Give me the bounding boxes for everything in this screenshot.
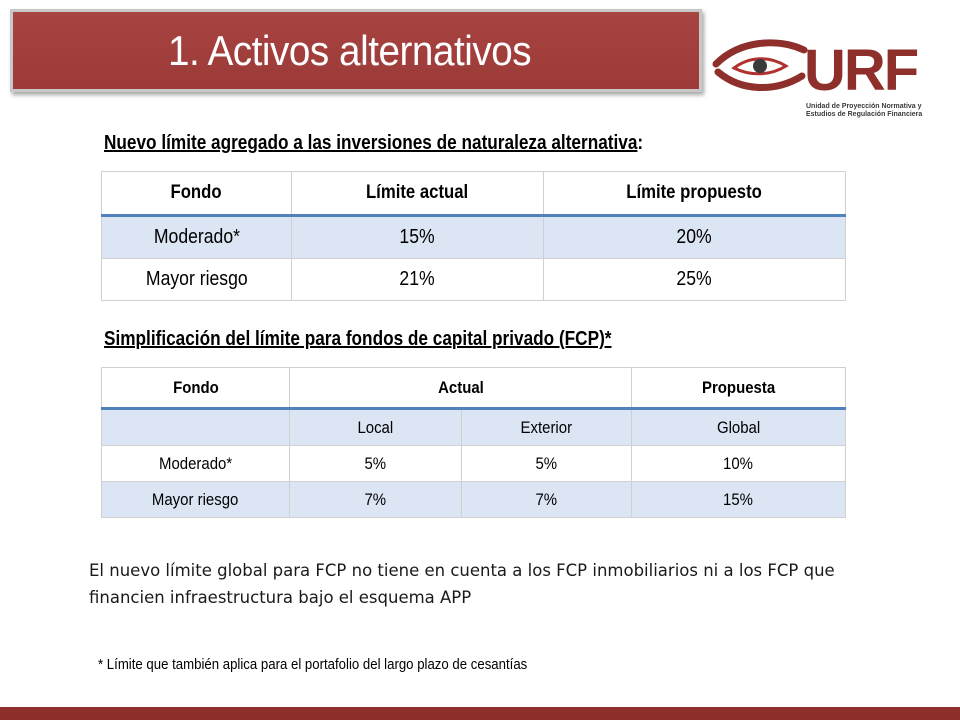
table-cell: 25% xyxy=(543,258,846,301)
table-row: Mayor riesgo 7% 7% 15% xyxy=(101,481,846,518)
heading-aggregate-limit: Nuevo límite agregado a las inversiones … xyxy=(104,132,643,155)
table-cell: Mayor riesgo xyxy=(101,481,290,518)
urf-logo-icon: URF xyxy=(712,38,920,103)
table-cell: 15% xyxy=(291,215,544,259)
aggregate-limit-table: Fondo Límite actual Límite propuesto Mod… xyxy=(101,171,846,301)
column-header: Actual xyxy=(289,367,632,410)
table-cell: Moderado* xyxy=(101,445,290,482)
note-text: El nuevo límite global para FCP no tiene… xyxy=(89,561,835,607)
heading-aggregate-limit-colon: : xyxy=(637,132,644,154)
heading-fcp-simplification-text: Simplificación del límite para fondos de… xyxy=(104,328,612,350)
urf-logo: URF Unidad de Proyección Normativa y Est… xyxy=(712,30,942,120)
bottom-bar xyxy=(0,707,960,720)
column-header: Límite actual xyxy=(291,171,544,217)
fcp-limit-table: Fondo Actual Propuesta Local Exterior Gl… xyxy=(101,367,846,518)
table-cell: Global xyxy=(631,408,846,446)
heading-fcp-simplification: Simplificación del límite para fondos de… xyxy=(104,328,611,351)
table-row: Moderado* 5% 5% 10% xyxy=(101,445,846,482)
table-header-row: Fondo Actual Propuesta xyxy=(101,367,846,410)
table-cell: 21% xyxy=(291,258,544,301)
table-cell: Local xyxy=(289,408,462,446)
table-cell: 7% xyxy=(461,481,632,518)
column-header: Fondo xyxy=(101,367,290,410)
logo-subtitle-line2: Estudios de Regulación Financiera xyxy=(806,111,923,118)
column-header: Límite propuesto xyxy=(543,171,846,217)
logo-subtitle: Unidad de Proyección Normativa y Estudio… xyxy=(806,103,922,119)
svg-text:URF: URF xyxy=(804,38,918,103)
table-row: Mayor riesgo 21% 25% xyxy=(101,258,846,301)
heading-aggregate-limit-text: Nuevo límite agregado a las inversiones … xyxy=(104,132,638,154)
table-cell: 10% xyxy=(631,445,846,482)
column-header: Fondo xyxy=(101,171,292,217)
table-cell: Moderado* xyxy=(101,215,292,259)
table-cell: Mayor riesgo xyxy=(101,258,292,301)
footnote: * Límite que también aplica para el port… xyxy=(98,656,528,673)
table-subheader-row: Local Exterior Global xyxy=(101,408,846,446)
title-banner: 1. Activos alternativos xyxy=(10,9,702,92)
table-cell: 5% xyxy=(289,445,462,482)
table-cell xyxy=(101,408,290,446)
table-cell: 7% xyxy=(289,481,462,518)
table-cell: 20% xyxy=(543,215,846,259)
table-row: Moderado* 15% 20% xyxy=(101,215,846,259)
table-header-row: Fondo Límite actual Límite propuesto xyxy=(101,171,846,217)
slide-title: 1. Activos alternativos xyxy=(168,27,532,74)
table-cell: Exterior xyxy=(461,408,632,446)
table-cell: 5% xyxy=(461,445,632,482)
logo-subtitle-line1: Unidad de Proyección Normativa y xyxy=(806,103,922,110)
column-header: Propuesta xyxy=(631,367,846,410)
table-cell: 15% xyxy=(631,481,846,518)
